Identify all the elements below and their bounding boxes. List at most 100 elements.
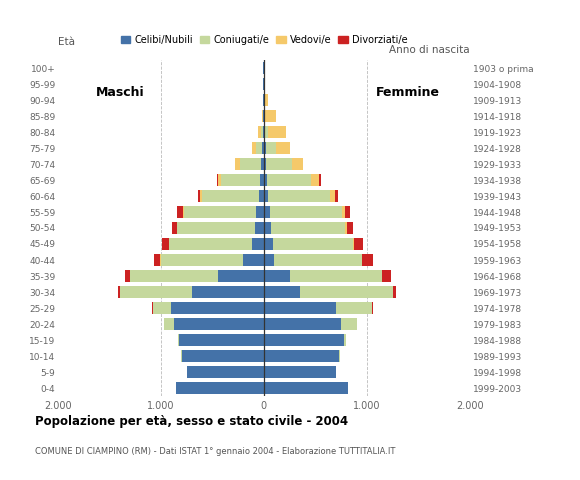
Bar (268, 190, 330, 202)
Bar (289, 270, 382, 282)
Bar (265, 94, 268, 106)
Bar (119, 286, 192, 298)
Bar (347, 222, 353, 234)
Bar (235, 158, 240, 170)
Bar (255, 222, 264, 234)
Bar (252, 238, 264, 250)
Bar (161, 254, 243, 266)
Text: Femmine: Femmine (376, 85, 440, 98)
Bar (177, 222, 255, 234)
Bar (202, 190, 259, 202)
Bar (176, 382, 264, 394)
Bar (264, 222, 271, 234)
Bar (172, 222, 177, 234)
Bar (264, 158, 266, 170)
Bar (264, 318, 341, 330)
Bar (261, 158, 264, 170)
Bar (264, 206, 270, 218)
Bar (118, 286, 119, 298)
Bar (243, 254, 264, 266)
Bar (345, 222, 347, 234)
Bar (320, 174, 321, 186)
Bar (264, 190, 268, 202)
Bar (264, 174, 267, 186)
Bar (336, 302, 372, 314)
Bar (273, 238, 353, 250)
Bar (335, 190, 338, 202)
Bar (268, 126, 285, 138)
Bar (300, 286, 393, 298)
Bar (262, 142, 264, 154)
Bar (266, 158, 292, 170)
Bar (276, 142, 289, 154)
Bar (264, 334, 344, 346)
Bar (270, 206, 342, 218)
Bar (311, 174, 320, 186)
Bar (175, 318, 264, 330)
Bar (187, 366, 264, 378)
Bar (271, 222, 345, 234)
Bar (267, 174, 311, 186)
Bar (262, 126, 263, 138)
Bar (344, 334, 346, 346)
Bar (264, 238, 273, 250)
Bar (179, 334, 264, 346)
Bar (264, 254, 274, 266)
Bar (200, 190, 202, 202)
Bar (393, 286, 396, 298)
Bar (256, 206, 264, 218)
Bar (192, 286, 264, 298)
Bar (162, 238, 169, 250)
Bar (362, 254, 372, 266)
Bar (353, 238, 354, 250)
Bar (382, 270, 390, 282)
Text: Maschi: Maschi (96, 85, 144, 98)
Bar (264, 270, 289, 282)
Legend: Celibi/Nubili, Coniugati/e, Vedovi/e, Divorziati/e: Celibi/Nubili, Coniugati/e, Vedovi/e, Di… (117, 31, 411, 49)
Bar (330, 190, 335, 202)
Bar (164, 318, 175, 330)
Bar (240, 158, 261, 170)
Bar (184, 206, 256, 218)
Bar (154, 254, 161, 266)
Bar (264, 366, 336, 378)
Bar (177, 206, 183, 218)
Bar (264, 110, 266, 122)
Bar (265, 126, 268, 138)
Text: Età: Età (58, 37, 75, 47)
Bar (259, 190, 264, 202)
Text: COMUNE DI CIAMPINO (RM) - Dati ISTAT 1° gennaio 2004 - Elaborazione TUTTITALIA.I: COMUNE DI CIAMPINO (RM) - Dati ISTAT 1° … (35, 446, 395, 456)
Bar (258, 126, 262, 138)
Bar (130, 270, 218, 282)
Bar (292, 158, 303, 170)
Bar (171, 302, 264, 314)
Bar (220, 174, 260, 186)
Bar (153, 302, 171, 314)
Bar (263, 126, 264, 138)
Bar (274, 254, 362, 266)
Bar (342, 206, 345, 218)
Bar (125, 270, 130, 282)
Bar (256, 142, 262, 154)
Bar (264, 382, 349, 394)
Bar (264, 142, 266, 154)
Bar (262, 110, 263, 122)
Bar (264, 350, 339, 362)
Bar (198, 190, 200, 202)
Bar (264, 286, 300, 298)
Bar (372, 302, 373, 314)
Bar (264, 126, 265, 138)
Bar (264, 302, 336, 314)
Bar (218, 270, 264, 282)
Bar (252, 142, 256, 154)
Bar (169, 238, 252, 250)
Text: Popolazione per età, sesso e stato civile - 2004: Popolazione per età, sesso e stato civil… (35, 415, 348, 428)
Bar (341, 318, 357, 330)
Bar (183, 206, 184, 218)
Bar (266, 142, 276, 154)
Bar (218, 174, 220, 186)
Bar (345, 206, 350, 218)
Bar (354, 238, 362, 250)
Bar (264, 78, 266, 90)
Bar (260, 174, 264, 186)
